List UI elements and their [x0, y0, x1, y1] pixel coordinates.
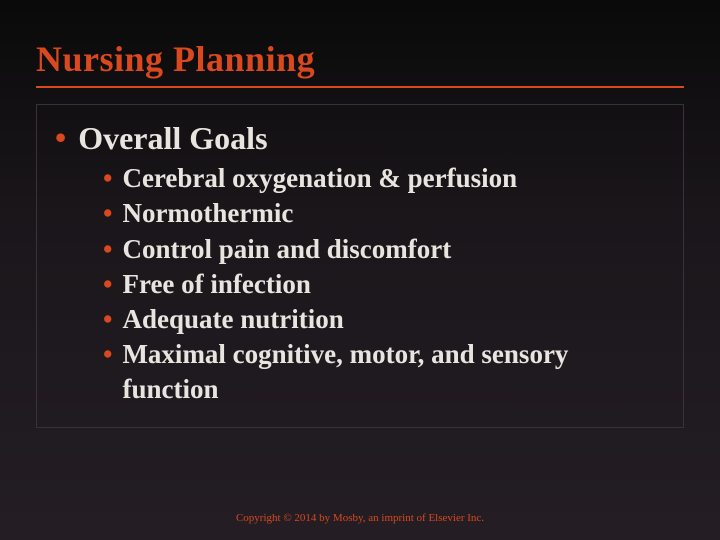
- item-text: Free of infection: [122, 267, 310, 302]
- heading-text: Overall Goals: [78, 119, 267, 157]
- sub-list: • Cerebral oxygenation & perfusion • Nor…: [103, 161, 665, 407]
- content-box: • Overall Goals • Cerebral oxygenation &…: [36, 104, 684, 428]
- title-underline: [36, 86, 684, 88]
- list-item: • Cerebral oxygenation & perfusion: [103, 161, 665, 196]
- list-item: • Maximal cognitive, motor, and sensory …: [103, 337, 665, 407]
- slide: Nursing Planning • Overall Goals • Cereb…: [0, 0, 720, 540]
- bullet-icon: •: [103, 302, 112, 337]
- item-text: Maximal cognitive, motor, and sensory fu…: [122, 337, 665, 407]
- bullet-icon: •: [103, 267, 112, 302]
- list-item: • Control pain and discomfort: [103, 232, 665, 267]
- slide-title: Nursing Planning: [36, 38, 684, 86]
- bullet-icon: •: [103, 232, 112, 267]
- bullet-icon: •: [103, 337, 112, 372]
- item-text: Control pain and discomfort: [122, 232, 451, 267]
- bullet-icon: •: [103, 196, 112, 231]
- list-item: • Adequate nutrition: [103, 302, 665, 337]
- heading-row: • Overall Goals: [55, 119, 665, 157]
- item-text: Adequate nutrition: [122, 302, 343, 337]
- item-text: Cerebral oxygenation & perfusion: [122, 161, 517, 196]
- list-item: • Normothermic: [103, 196, 665, 231]
- item-text: Normothermic: [122, 196, 293, 231]
- bullet-icon: •: [103, 161, 112, 196]
- list-item: • Free of infection: [103, 267, 665, 302]
- copyright-footer: Copyright © 2014 by Mosby, an imprint of…: [0, 512, 720, 524]
- bullet-icon: •: [55, 119, 66, 156]
